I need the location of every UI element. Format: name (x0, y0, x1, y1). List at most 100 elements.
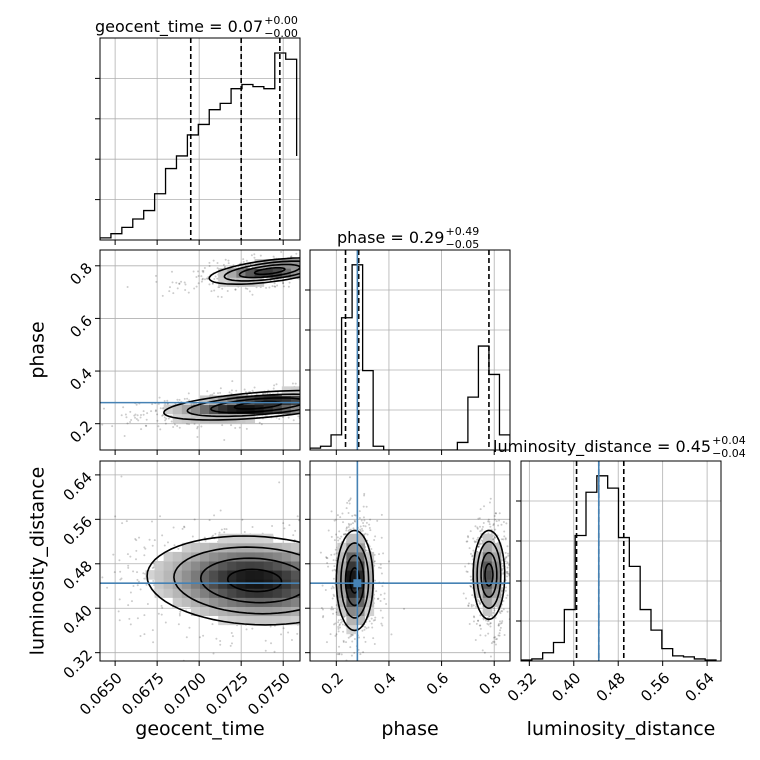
scatter-point (341, 256, 343, 258)
scatter-point (302, 564, 304, 566)
scatter-point (322, 254, 324, 256)
scatter-point (337, 268, 339, 270)
scatter-point (176, 425, 179, 428)
scatter-point (303, 603, 305, 605)
scatter-point (331, 597, 334, 600)
scatter-point (136, 617, 139, 620)
scatter-point (320, 395, 322, 397)
scatter-point (369, 518, 372, 521)
scatter-point (303, 261, 305, 263)
scatter-point (304, 272, 306, 274)
scatter-point (314, 405, 316, 407)
scatter-point (150, 520, 153, 523)
scatter-point (323, 554, 325, 556)
scatter-point (193, 518, 196, 521)
scatter-point (383, 597, 386, 600)
scatter-point (374, 616, 377, 619)
scatter-point (307, 261, 309, 263)
scatter-point (358, 510, 361, 513)
scatter-point (172, 292, 175, 295)
scatter-point (154, 409, 157, 412)
scatter-point (311, 256, 313, 258)
scatter-point (303, 263, 305, 265)
contour-line (146, 535, 300, 626)
scatter-point (203, 278, 206, 281)
scatter-point (178, 612, 181, 615)
scatter-point (227, 259, 230, 262)
scatter-point (317, 395, 319, 397)
scatter-point (308, 398, 310, 400)
scatter-point (313, 393, 315, 395)
histogram-phase (310, 250, 510, 450)
scatter-point (156, 413, 159, 416)
scatter-point (498, 632, 501, 635)
scatter-point (311, 405, 313, 407)
scatter-point (260, 423, 263, 426)
scatter-point (377, 578, 379, 580)
scatter-point (215, 637, 218, 640)
scatter-point (119, 578, 122, 581)
scatter-point (159, 428, 162, 431)
x-axis-label: luminosity_distance (527, 718, 716, 740)
scatter-point (118, 559, 121, 562)
scatter-point (208, 261, 211, 264)
scatter-point (478, 542, 481, 545)
scatter-point (245, 259, 248, 262)
scatter-point (507, 552, 510, 555)
scatter-point (363, 519, 366, 522)
scatter-point (315, 395, 317, 397)
scatter-point (506, 566, 509, 569)
density-cell (263, 395, 274, 406)
scatter-point (487, 518, 490, 521)
scatter-point (129, 555, 132, 558)
scatter-point (336, 514, 339, 517)
scatter-point (230, 392, 233, 395)
scatter-point (327, 565, 330, 568)
scatter-point (305, 573, 307, 575)
scatter-point (374, 619, 377, 622)
scatter-point (308, 605, 310, 607)
scatter-point (181, 527, 184, 530)
scatter-point (333, 260, 335, 262)
density-cell (236, 533, 246, 544)
scatter-point (332, 259, 334, 261)
scatter-point (304, 269, 306, 271)
density-cell (346, 588, 356, 598)
scatter-point (350, 634, 353, 637)
scatter-point (291, 382, 294, 385)
scatter-point (173, 423, 176, 426)
scatter-point (302, 553, 304, 555)
scatter-point (242, 260, 245, 263)
scatter-point (219, 387, 222, 390)
scatter-point (477, 598, 480, 601)
scatter-point (363, 494, 366, 497)
scatter-point (120, 475, 123, 478)
scatter-point (344, 247, 346, 249)
scatter-point (129, 410, 132, 413)
scatter-point (338, 537, 341, 540)
scatter-point (197, 275, 200, 278)
scatter-point (395, 615, 397, 617)
scatter-point (475, 605, 478, 608)
scatter-point (338, 645, 341, 648)
scatter-point (357, 636, 360, 639)
scatter-point (271, 285, 274, 288)
scatter-point (283, 527, 286, 530)
scatter-point (273, 384, 276, 387)
density-cell (245, 561, 256, 571)
scatter-point (303, 259, 305, 261)
density-cell (172, 597, 183, 607)
scatter-point (336, 536, 339, 539)
scatter-point (178, 282, 181, 285)
panel-frame (309, 249, 511, 451)
scatter-point (504, 589, 507, 592)
scatter-point (134, 416, 137, 419)
scatter-point (330, 606, 333, 609)
scatter-point (196, 425, 199, 428)
scatter-point (466, 570, 469, 573)
scatter-point (287, 285, 290, 288)
panel-title-plus: +0.04 (712, 434, 746, 447)
scatter-point (329, 396, 331, 398)
scatter-point (477, 619, 480, 622)
density-cell (154, 570, 165, 580)
